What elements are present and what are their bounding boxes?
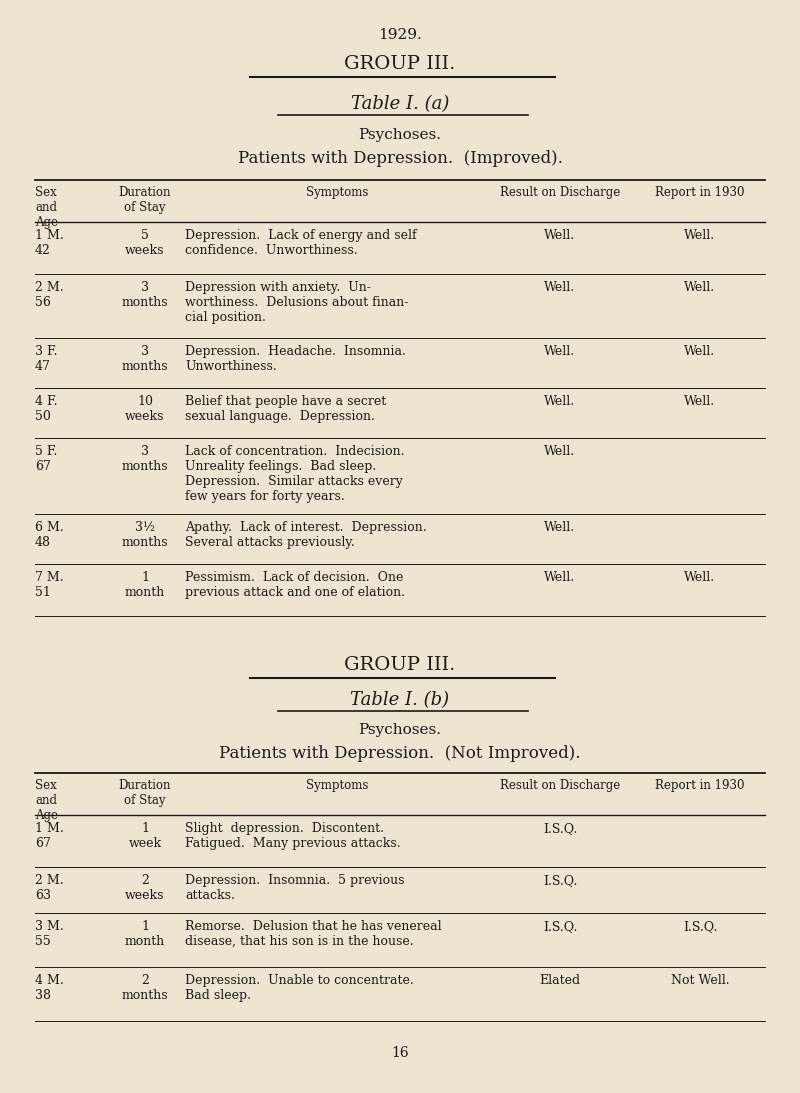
Text: Lack of concentration.  Indecision.
Unreality feelings.  Bad sleep.
Depression. : Lack of concentration. Indecision. Unrea… [185, 445, 405, 503]
Text: Result on Discharge: Result on Discharge [500, 186, 620, 199]
Text: 1
month: 1 month [125, 571, 165, 599]
Text: Sex
and
Age: Sex and Age [35, 186, 58, 230]
Text: Symptoms: Symptoms [306, 186, 368, 199]
Text: Remorse.  Delusion that he has venereal
disease, that his son is in the house.: Remorse. Delusion that he has venereal d… [185, 920, 442, 948]
Text: Psychoses.: Psychoses. [358, 128, 442, 142]
Text: Apathy.  Lack of interest.  Depression.
Several attacks previously.: Apathy. Lack of interest. Depression. Se… [185, 521, 426, 549]
Text: I.S.Q.: I.S.Q. [543, 874, 577, 888]
Text: 1 M.
67: 1 M. 67 [35, 822, 64, 850]
Text: Table I. (b): Table I. (b) [350, 691, 450, 709]
Text: Well.: Well. [685, 281, 715, 294]
Text: Depression.  Lack of energy and self
confidence.  Unworthiness.: Depression. Lack of energy and self conf… [185, 230, 417, 257]
Text: Psychoses.: Psychoses. [358, 722, 442, 737]
Text: 3 F.
47: 3 F. 47 [35, 345, 58, 373]
Text: I.S.Q.: I.S.Q. [543, 920, 577, 933]
Text: 2
weeks: 2 weeks [126, 874, 165, 902]
Text: Duration
of Stay: Duration of Stay [118, 186, 171, 214]
Text: 3½
months: 3½ months [122, 521, 168, 549]
Text: I.S.Q.: I.S.Q. [683, 920, 717, 933]
Text: Well.: Well. [545, 281, 575, 294]
Text: Depression.  Headache.  Insomnia.
Unworthiness.: Depression. Headache. Insomnia. Unworthi… [185, 345, 406, 373]
Text: 10
weeks: 10 weeks [126, 395, 165, 423]
Text: 6 M.
48: 6 M. 48 [35, 521, 64, 549]
Text: Sex
and
Age: Sex and Age [35, 779, 58, 822]
Text: Pessimism.  Lack of decision.  One
previous attack and one of elation.: Pessimism. Lack of decision. One previou… [185, 571, 405, 599]
Text: Depression.  Insomnia.  5 previous
attacks.: Depression. Insomnia. 5 previous attacks… [185, 874, 405, 902]
Text: 3 M.
55: 3 M. 55 [35, 920, 64, 948]
Text: Not Well.: Not Well. [670, 974, 730, 987]
Text: Well.: Well. [545, 230, 575, 242]
Text: 2 M.
63: 2 M. 63 [35, 874, 64, 902]
Text: Result on Discharge: Result on Discharge [500, 779, 620, 792]
Text: 7 M.
51: 7 M. 51 [35, 571, 64, 599]
Text: Belief that people have a secret
sexual language.  Depression.: Belief that people have a secret sexual … [185, 395, 386, 423]
Text: 3
months: 3 months [122, 281, 168, 309]
Text: 3
months: 3 months [122, 345, 168, 373]
Text: Well.: Well. [545, 395, 575, 408]
Text: 3
months: 3 months [122, 445, 168, 473]
Text: Report in 1930: Report in 1930 [655, 186, 745, 199]
Text: 2 M.
56: 2 M. 56 [35, 281, 64, 309]
Text: Well.: Well. [545, 445, 575, 458]
Text: Well.: Well. [685, 571, 715, 584]
Text: Depression.  Unable to concentrate.
Bad sleep.: Depression. Unable to concentrate. Bad s… [185, 974, 414, 1002]
Text: Patients with Depression.  (Improved).: Patients with Depression. (Improved). [238, 150, 562, 167]
Text: Symptoms: Symptoms [306, 779, 368, 792]
Text: GROUP III.: GROUP III. [344, 656, 456, 674]
Text: Table I. (a): Table I. (a) [351, 95, 449, 113]
Text: 5
weeks: 5 weeks [126, 230, 165, 257]
Text: 1
week: 1 week [129, 822, 162, 850]
Text: Well.: Well. [545, 571, 575, 584]
Text: Depression with anxiety.  Un-
worthiness.  Delusions about finan-
cial position.: Depression with anxiety. Un- worthiness.… [185, 281, 408, 324]
Text: 1
month: 1 month [125, 920, 165, 948]
Text: Patients with Depression.  (Not Improved).: Patients with Depression. (Not Improved)… [219, 745, 581, 762]
Text: 4 F.
50: 4 F. 50 [35, 395, 58, 423]
Text: GROUP III.: GROUP III. [344, 55, 456, 73]
Text: Well.: Well. [545, 345, 575, 359]
Text: 5 F.
67: 5 F. 67 [35, 445, 58, 473]
Text: 1 M.
42: 1 M. 42 [35, 230, 64, 257]
Text: Well.: Well. [685, 395, 715, 408]
Text: 16: 16 [391, 1046, 409, 1060]
Text: I.S.Q.: I.S.Q. [543, 822, 577, 835]
Text: Report in 1930: Report in 1930 [655, 779, 745, 792]
Text: 1929.: 1929. [378, 28, 422, 42]
Text: Well.: Well. [685, 345, 715, 359]
Text: Slight  depression.  Discontent.
Fatigued.  Many previous attacks.: Slight depression. Discontent. Fatigued.… [185, 822, 401, 850]
Text: Elated: Elated [539, 974, 581, 987]
Text: 2
months: 2 months [122, 974, 168, 1002]
Text: Well.: Well. [545, 521, 575, 534]
Text: 4 M.
38: 4 M. 38 [35, 974, 64, 1002]
Text: Well.: Well. [685, 230, 715, 242]
Text: Duration
of Stay: Duration of Stay [118, 779, 171, 807]
